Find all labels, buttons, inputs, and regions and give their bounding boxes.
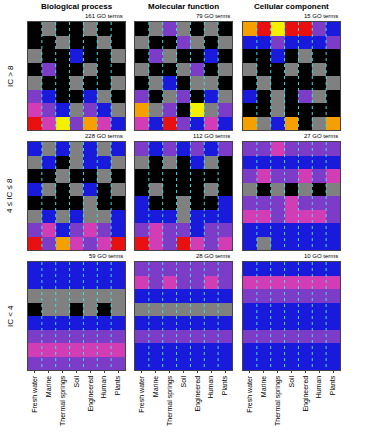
svg-text:Thermal springs: Thermal springs <box>166 375 174 426</box>
svg-text:Marine: Marine <box>152 376 159 398</box>
svg-text:59 GO terms: 59 GO terms <box>89 253 123 259</box>
svg-text:Biological process: Biological process <box>41 2 113 11</box>
svg-text:Marine: Marine <box>260 376 267 398</box>
svg-text:Engineered: Engineered <box>87 376 95 412</box>
svg-text:27 GO terms: 27 GO terms <box>304 133 338 139</box>
svg-text:Thermal springs: Thermal springs <box>59 375 67 426</box>
svg-text:4 ≤ IC ≤ 8: 4 ≤ IC ≤ 8 <box>5 178 14 213</box>
svg-text:Engineered: Engineered <box>194 376 202 412</box>
svg-text:Fresh water: Fresh water <box>246 375 253 413</box>
svg-text:228 GO terms: 228 GO terms <box>85 133 123 139</box>
svg-text:15 GO terms: 15 GO terms <box>304 13 338 19</box>
svg-text:Human: Human <box>207 376 214 399</box>
svg-text:Marine: Marine <box>45 376 52 398</box>
svg-text:Soil: Soil <box>288 375 295 387</box>
svg-text:Plants: Plants <box>329 375 336 395</box>
svg-text:112 GO terms: 112 GO terms <box>193 133 230 139</box>
svg-text:Thermal springs: Thermal springs <box>274 375 282 426</box>
svg-text:Cellular component: Cellular component <box>254 2 329 11</box>
svg-text:Molecular function: Molecular function <box>148 2 219 11</box>
svg-text:79 GO terms: 79 GO terms <box>196 13 230 19</box>
svg-text:161 GO terms: 161 GO terms <box>85 13 123 19</box>
svg-text:Soil: Soil <box>180 375 187 387</box>
svg-text:Human: Human <box>100 376 107 399</box>
svg-text:Fresh water: Fresh water <box>31 375 38 413</box>
svg-text:IC > 8: IC > 8 <box>6 65 15 87</box>
svg-text:Fresh water: Fresh water <box>138 375 145 413</box>
svg-text:28 GO terms: 28 GO terms <box>196 253 230 259</box>
svg-text:10 GO terms: 10 GO terms <box>304 253 338 259</box>
svg-text:Plants: Plants <box>221 375 228 395</box>
svg-text:Human: Human <box>315 376 322 399</box>
svg-text:Plants: Plants <box>114 375 121 395</box>
svg-text:Soil: Soil <box>73 375 80 387</box>
svg-text:IC < 4: IC < 4 <box>6 305 15 327</box>
svg-text:Engineered: Engineered <box>302 376 310 412</box>
